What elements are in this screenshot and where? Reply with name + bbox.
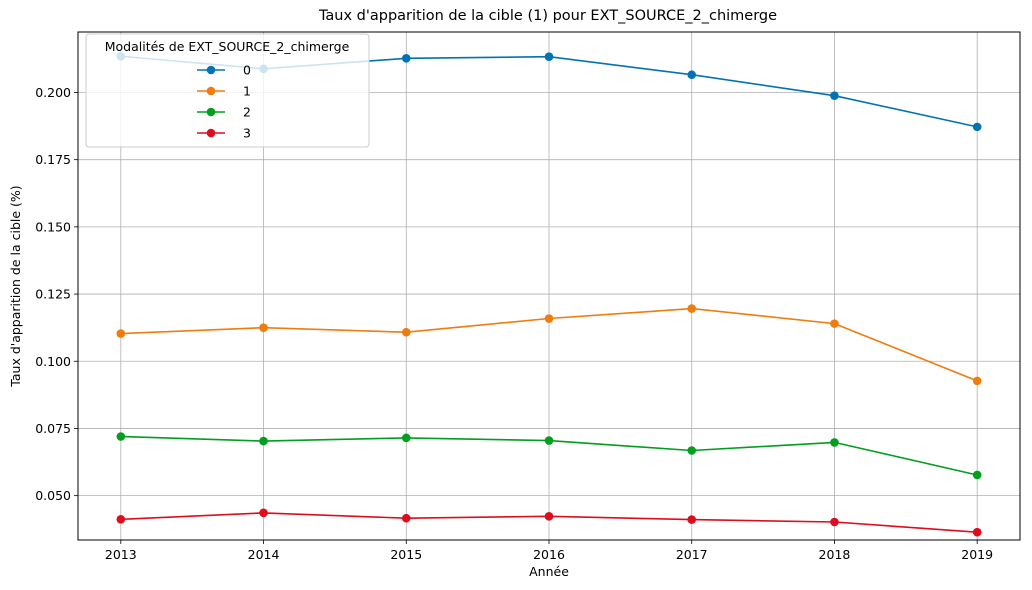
legend-swatch-marker (206, 86, 216, 96)
data-point (544, 314, 554, 323)
x-tick-label: 2019 (961, 547, 993, 562)
grid (78, 32, 1020, 540)
data-point (544, 512, 554, 521)
y-axis: 0.050 0.075 0.100 0.125 0.150 0.175 0.200 (35, 85, 78, 503)
legend-item-3: 3 (197, 126, 251, 141)
x-tick-label: 2013 (105, 547, 137, 562)
legend-label: 0 (243, 63, 251, 78)
legend-items: 0 1 2 3 (197, 63, 251, 141)
y-tick-label: 0.175 (35, 152, 71, 167)
data-point (259, 508, 268, 518)
data-point (830, 438, 839, 447)
data-point (972, 376, 982, 386)
data-point (687, 446, 697, 455)
data-point (544, 436, 554, 445)
x-tick-label: 2014 (248, 547, 280, 562)
legend-label: 1 (243, 84, 251, 99)
legend-item-2: 2 (197, 105, 251, 120)
data-point (116, 329, 126, 338)
y-tick-label: 0.075 (35, 421, 71, 436)
data-point (972, 122, 982, 132)
data-point (544, 52, 554, 62)
series-layer (116, 51, 982, 537)
data-point (401, 54, 411, 63)
legend: Modalités de EXT_SOURCE_2_chimerge 0 1 2 3 (85, 33, 370, 148)
legend-swatch-marker (206, 107, 216, 117)
data-point (687, 304, 697, 313)
data-point (401, 433, 411, 443)
y-axis-label: Taux d'apparition de la cible (%) (8, 185, 23, 387)
series-3 (116, 508, 982, 537)
data-point (830, 319, 839, 328)
data-point (687, 70, 697, 80)
legend-swatch-marker (206, 128, 216, 138)
legend-title: Modalités de EXT_SOURCE_2_chimerge (105, 39, 350, 54)
x-axis: 2013 2014 2015 2016 2017 2018 2019 (105, 540, 993, 562)
series-1 (116, 304, 982, 386)
y-tick-label: 0.100 (35, 354, 71, 369)
legend-label: 3 (243, 126, 251, 141)
legend-item-1: 1 (197, 84, 251, 99)
data-point (972, 470, 982, 480)
x-tick-label: 2015 (390, 547, 422, 562)
data-point (830, 91, 839, 101)
x-tick-label: 2016 (533, 547, 565, 562)
y-tick-label: 0.150 (35, 219, 71, 234)
data-point (259, 323, 268, 332)
series-2 (116, 432, 982, 480)
data-point (830, 517, 839, 527)
x-axis-label: Année (529, 564, 569, 579)
y-tick-label: 0.125 (35, 287, 71, 302)
x-tick-label: 2018 (819, 547, 851, 562)
y-tick-label: 0.050 (35, 488, 71, 503)
legend-box (85, 33, 370, 148)
data-point (401, 513, 411, 523)
chart-title: Taux d'apparition de la cible (1) pour E… (318, 8, 777, 24)
x-tick-label: 2017 (676, 547, 708, 562)
data-point (259, 436, 268, 446)
data-point (972, 527, 982, 537)
legend-label: 2 (243, 105, 251, 120)
data-point (401, 327, 411, 337)
data-point (687, 515, 697, 524)
data-point (116, 515, 126, 524)
legend-item-0: 0 (197, 63, 251, 78)
legend-swatch-marker (206, 65, 216, 75)
y-tick-label: 0.200 (35, 85, 71, 100)
data-point (116, 432, 126, 441)
